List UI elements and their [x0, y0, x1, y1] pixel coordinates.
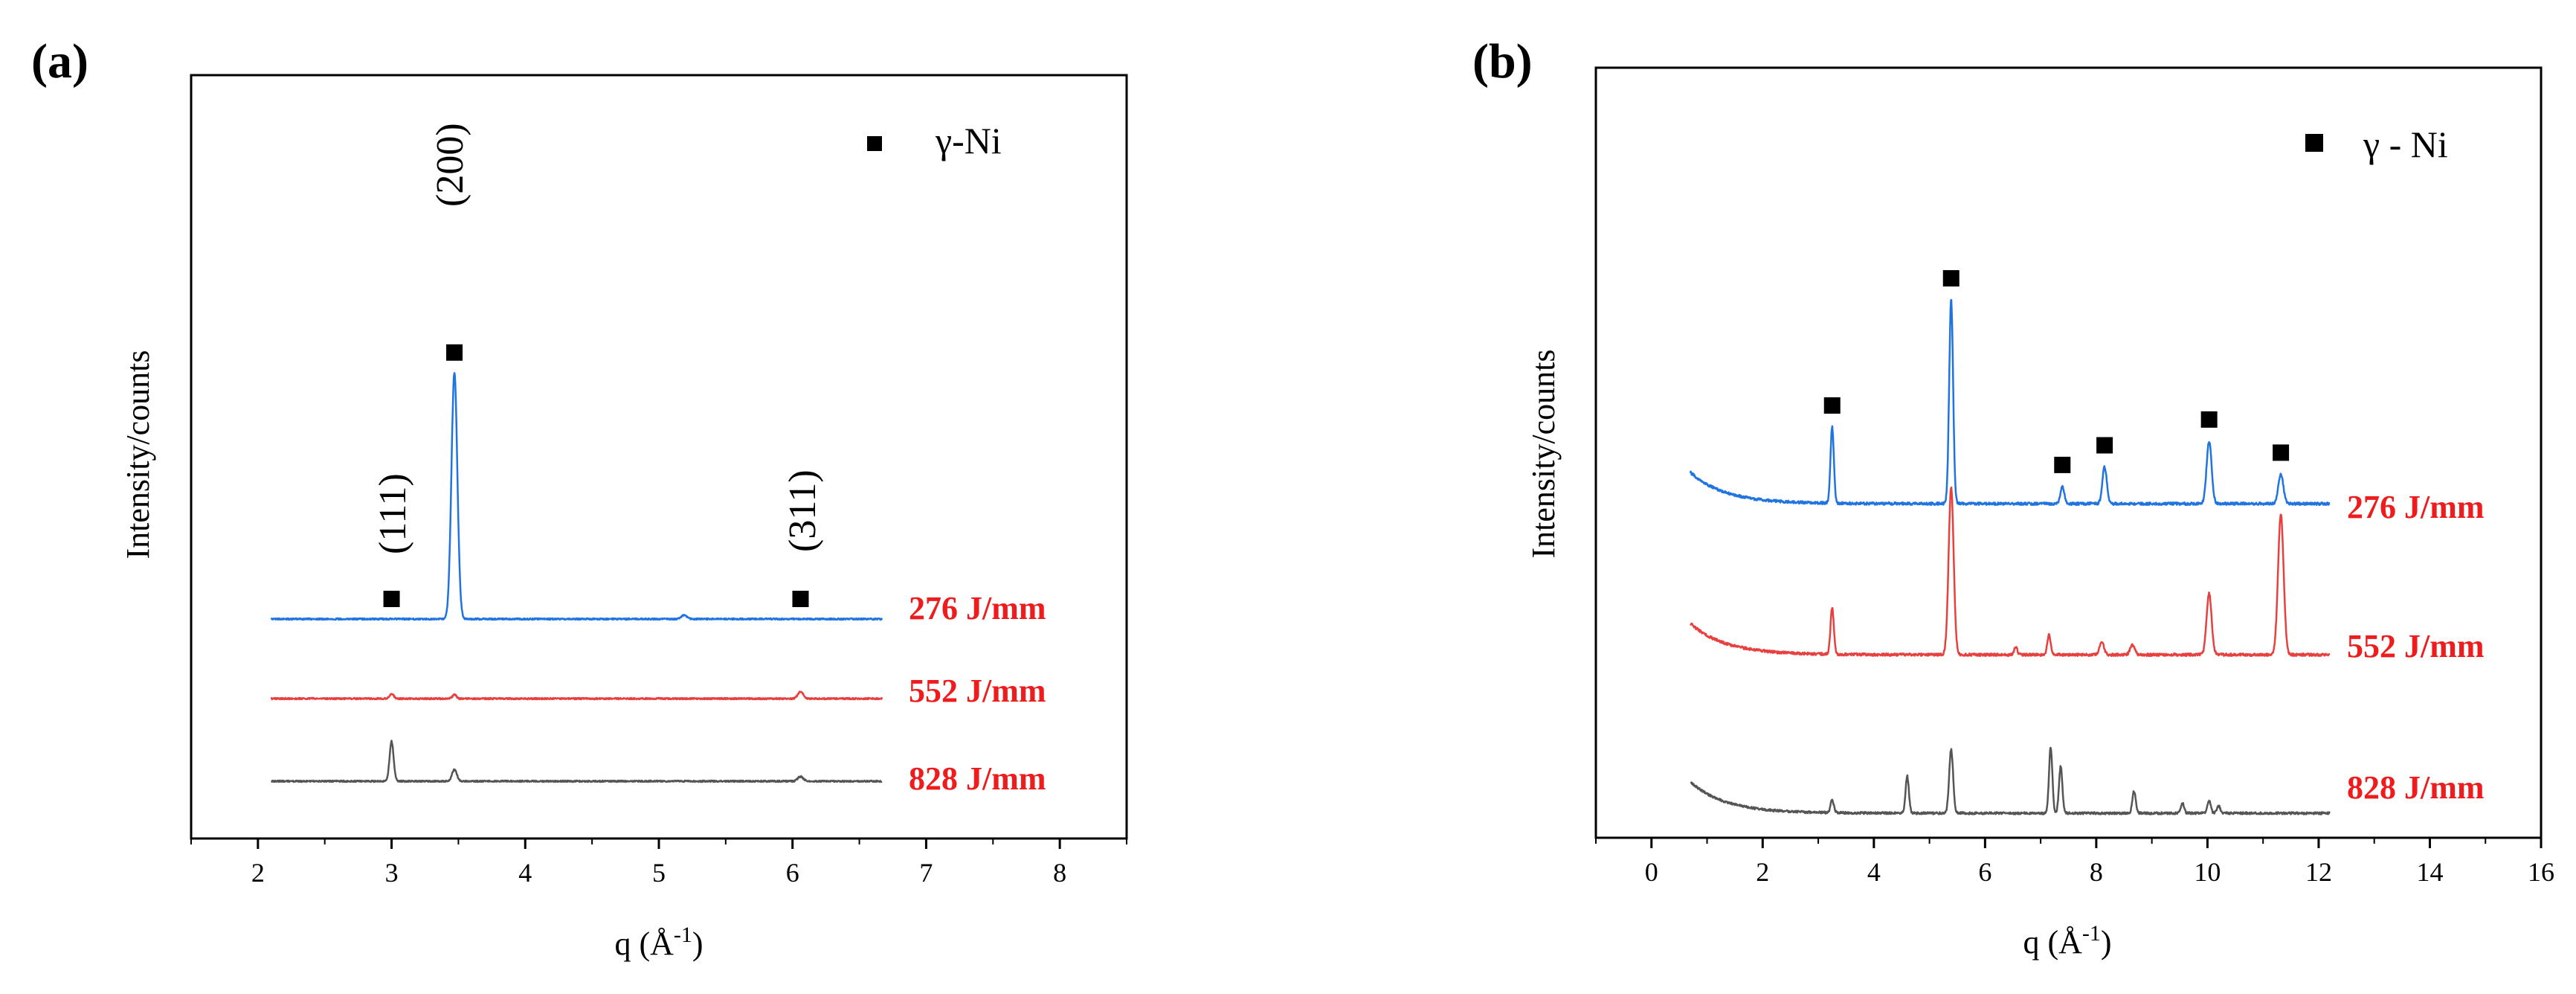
panel-b-label: (b)	[1472, 34, 1533, 89]
x-tick-label: 12	[2305, 857, 2332, 887]
peak-label-311: (311)	[782, 469, 824, 552]
peak-marker-square	[446, 344, 463, 361]
peak-marker-square	[2096, 437, 2113, 454]
series-line-552	[1690, 486, 2331, 657]
panel-b: (b) 0 2 4 6 8 10 12 14 16 γ - Ni 276 J/mm 552 J/…	[1472, 34, 2554, 961]
x-tick-label: 14	[2416, 857, 2443, 887]
panel-a-label-828: 828 J/mm	[909, 760, 1046, 797]
panel-b-xlabel-main: q (Å	[2023, 924, 2082, 961]
x-tick-label: 8	[1053, 858, 1066, 888]
series-line-552	[270, 690, 883, 701]
x-tick-label: 2	[1756, 857, 1769, 887]
panel-b-x-axis-title: q (Å-1)	[2023, 921, 2111, 961]
panel-a-series	[270, 372, 883, 783]
series-line-828	[271, 740, 883, 783]
panel-a-legend: γ-Ni	[867, 120, 1002, 161]
panel-b-xlabel-sup: -1	[2082, 921, 2101, 946]
peak-marker-square	[792, 591, 809, 607]
x-tick-label: 2	[251, 858, 265, 888]
legend-square-icon	[2305, 134, 2323, 152]
peak-marker-square	[2200, 411, 2218, 428]
panel-a-markers	[383, 344, 809, 607]
panel-b-legend: γ - Ni	[2305, 124, 2448, 165]
x-tick-label: 10	[2194, 857, 2221, 887]
peak-label-111: (111)	[372, 473, 414, 554]
panel-b-series	[1689, 298, 2331, 815]
x-tick-label: 4	[518, 858, 532, 888]
panel-b-x-axis: 0 2 4 6 8 10 12 14 16	[1595, 838, 2554, 887]
panel-b-y-axis-title: Intensity/counts	[1525, 349, 1562, 558]
x-tick-label: 7	[919, 858, 933, 888]
series-line-276	[1689, 298, 2331, 506]
panel-b-label-276: 276 J/mm	[2347, 489, 2485, 525]
x-tick-label: 4	[1867, 857, 1881, 887]
panel-a-xlabel-close: )	[692, 926, 703, 962]
panel-b-frame	[1594, 66, 2543, 839]
series-line-828	[1690, 746, 2331, 815]
panel-b-label-828: 828 J/mm	[2347, 769, 2485, 806]
x-tick-label: 0	[1645, 857, 1658, 887]
panel-a-frame	[190, 74, 1128, 840]
x-tick-label: 3	[385, 858, 399, 888]
panel-a-xlabel-sup: -1	[674, 923, 692, 947]
panel-a-label-552: 552 J/mm	[909, 673, 1046, 709]
panel-a-x-axis: 2 3 4 5 6 7 8	[190, 839, 1127, 888]
x-tick-label: 16	[2528, 857, 2554, 887]
panel-a-label-276: 276 J/mm	[909, 590, 1046, 626]
panel-b-legend-label: γ - Ni	[2363, 124, 2448, 165]
series-line-276	[270, 372, 883, 621]
x-tick-label: 6	[786, 858, 799, 888]
panel-a-xlabel-main: q (Å	[614, 926, 674, 962]
peak-marker-square	[1942, 270, 1960, 287]
legend-square-icon	[867, 136, 882, 151]
peak-label-200: (200)	[429, 123, 471, 207]
panel-a: (a) 2 3 4 5 6 7 8 (111) (200) (311) γ-Ni 276 J…	[31, 34, 1128, 962]
panel-b-label-552: 552 J/mm	[2347, 628, 2485, 664]
peak-marker-square	[2054, 456, 2071, 473]
panel-b-markers	[1823, 270, 2290, 473]
peak-marker-square	[1823, 397, 1841, 414]
peak-marker-square	[383, 591, 400, 607]
panel-a-legend-label: γ-Ni	[935, 120, 1002, 161]
x-tick-label: 6	[1978, 857, 1991, 887]
x-tick-label: 8	[2090, 857, 2103, 887]
peak-marker-square	[2273, 444, 2290, 461]
x-tick-label: 5	[652, 858, 666, 888]
panel-b-xlabel-close: )	[2101, 924, 2112, 961]
panel-a-y-axis-title: Intensity/counts	[120, 350, 156, 559]
panel-a-x-axis-title: q (Å-1)	[614, 923, 703, 962]
panel-a-label: (a)	[31, 34, 88, 89]
